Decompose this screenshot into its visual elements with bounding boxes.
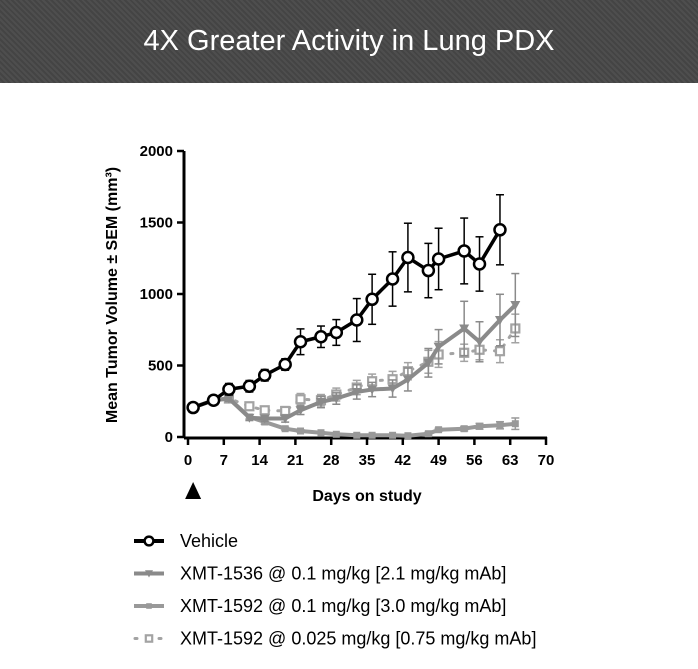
series-line bbox=[192, 228, 502, 410]
data-point bbox=[144, 634, 154, 643]
data-point bbox=[331, 394, 342, 404]
data-point bbox=[493, 223, 507, 237]
data-point bbox=[457, 244, 471, 258]
data-point bbox=[257, 368, 272, 382]
x-tick-label: 63 bbox=[502, 452, 519, 469]
data-point bbox=[367, 385, 378, 395]
data-point bbox=[476, 422, 484, 430]
legend-item: XMT-1536 @ 0.1 mg/kg [2.1 mg/kg mAb] bbox=[134, 564, 506, 584]
data-point bbox=[435, 426, 443, 434]
x-tick-label: 49 bbox=[430, 452, 447, 469]
data-point bbox=[423, 358, 434, 368]
x-tick-label: 7 bbox=[220, 452, 228, 469]
data-point bbox=[259, 414, 270, 424]
data-point bbox=[315, 397, 326, 407]
x-tick-label: 21 bbox=[287, 452, 304, 469]
data-point bbox=[494, 346, 506, 357]
data-point bbox=[242, 379, 257, 393]
data-point bbox=[460, 425, 468, 433]
data-point bbox=[368, 431, 376, 439]
legend-label: XMT-1536 @ 0.1 mg/kg [2.1 mg/kg mAb] bbox=[180, 564, 506, 584]
legend-item: XMT-1592 @ 0.025 mg/kg [0.75 mg/kg mAb] bbox=[133, 629, 536, 649]
series-3 bbox=[188, 313, 521, 417]
y-tick-label: 0 bbox=[165, 429, 173, 446]
data-point bbox=[401, 250, 415, 265]
data-point bbox=[389, 431, 397, 439]
data-point bbox=[146, 603, 152, 609]
legend-label: XMT-1592 @ 0.025 mg/kg [0.75 mg/kg mAb] bbox=[180, 629, 536, 649]
title-bar: 4X Greater Activity in Lung PDX bbox=[0, 0, 698, 83]
data-point bbox=[421, 263, 436, 278]
data-point bbox=[280, 414, 291, 424]
data-point bbox=[387, 384, 398, 394]
x-tick-label: 70 bbox=[538, 452, 555, 469]
data-point bbox=[332, 430, 340, 438]
data-point bbox=[402, 375, 413, 385]
legend-label: Vehicle bbox=[180, 531, 238, 551]
legend-label: XMT-1592 @ 0.1 mg/kg [3.0 mg/kg mAb] bbox=[180, 596, 506, 616]
data-point bbox=[259, 405, 270, 416]
data-point bbox=[206, 393, 221, 407]
series-0 bbox=[186, 194, 507, 415]
data-point bbox=[244, 401, 255, 412]
data-point bbox=[385, 272, 400, 286]
legend-item: Vehicle bbox=[134, 531, 238, 551]
data-point bbox=[222, 382, 236, 396]
data-point bbox=[350, 313, 364, 327]
data-point bbox=[433, 342, 444, 352]
x-tick-label: 28 bbox=[323, 452, 340, 469]
data-point bbox=[404, 432, 412, 440]
data-point bbox=[280, 405, 291, 417]
data-point bbox=[474, 337, 485, 347]
data-point bbox=[494, 316, 505, 326]
x-tick-label: 14 bbox=[251, 452, 268, 469]
y-tick-label: 1000 bbox=[140, 286, 173, 303]
slide-title: 4X Greater Activity in Lung PDX bbox=[143, 25, 555, 57]
x-axis-label: Days on study bbox=[312, 488, 421, 505]
data-point bbox=[329, 325, 344, 340]
data-point bbox=[295, 394, 306, 405]
x-tick-label: 56 bbox=[466, 452, 483, 469]
data-point bbox=[317, 429, 325, 437]
dosing-arrow-icon bbox=[185, 482, 202, 499]
data-point bbox=[293, 335, 308, 349]
data-point bbox=[143, 535, 155, 547]
data-point bbox=[511, 420, 519, 428]
data-point bbox=[431, 252, 446, 266]
data-point bbox=[314, 330, 328, 344]
data-point bbox=[295, 406, 306, 416]
y-tick-label: 500 bbox=[148, 358, 173, 375]
data-point bbox=[496, 421, 504, 429]
y-axis-label: Mean Tumor Volume ± SEM (mm³) bbox=[104, 167, 121, 423]
data-point bbox=[186, 400, 200, 415]
x-tick-label: 42 bbox=[394, 452, 411, 469]
y-tick-label: 2000 bbox=[140, 143, 173, 160]
data-point bbox=[223, 394, 234, 404]
data-point bbox=[244, 413, 255, 423]
legend-item: XMT-1592 @ 0.1 mg/kg [3.0 mg/kg mAb] bbox=[134, 596, 506, 616]
data-point bbox=[281, 425, 289, 433]
data-point bbox=[472, 257, 487, 271]
data-point bbox=[510, 301, 521, 311]
data-point bbox=[365, 292, 379, 307]
data-point bbox=[351, 387, 362, 397]
data-point bbox=[353, 431, 361, 439]
data-point bbox=[145, 570, 153, 578]
data-point bbox=[297, 427, 305, 435]
data-point bbox=[459, 324, 470, 334]
data-point bbox=[278, 357, 292, 372]
x-tick-label: 35 bbox=[359, 452, 376, 469]
data-point bbox=[424, 430, 432, 438]
x-tick-label: 0 bbox=[184, 452, 192, 469]
y-tick-label: 1500 bbox=[140, 215, 173, 232]
